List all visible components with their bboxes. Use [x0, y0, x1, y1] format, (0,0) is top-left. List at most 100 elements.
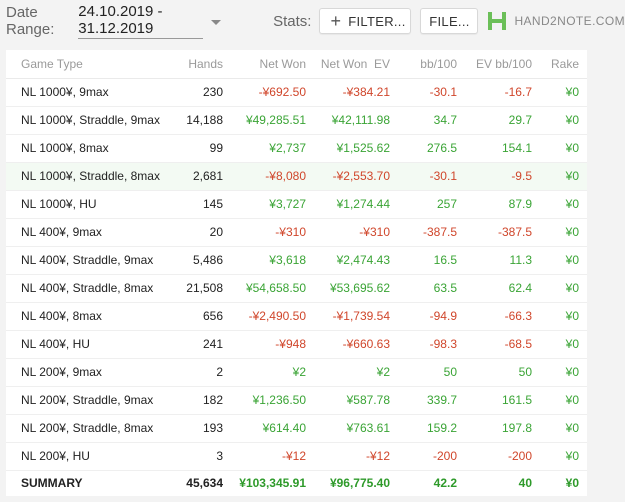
filter-button[interactable]: + FILTER... [319, 8, 412, 34]
cell-rake: ¥0 [540, 302, 587, 331]
cell-bb-100: 257 [398, 190, 465, 219]
cell-rake: ¥0 [540, 134, 587, 163]
column-header-ev-bb-100[interactable]: EV bb/100 [465, 50, 540, 79]
toolbar: Date Range: 24.10.2019 - 31.12.2019 Stat… [0, 0, 625, 42]
column-header-game-type[interactable]: Game Type [6, 50, 166, 79]
cell-net-won: ¥3,618 [231, 246, 314, 275]
stats-label: Stats: [273, 12, 312, 30]
cell-rake: ¥0 [540, 330, 587, 359]
cell-net-won-ev: ¥763.61 [314, 414, 398, 443]
cell-ev-bb-100: -16.7 [465, 78, 540, 107]
cell-ev-bb-100: -9.5 [465, 162, 540, 191]
cell-ev-bb-100: 161.5 [465, 386, 540, 415]
summary-row[interactable]: SUMMARY 45,634 ¥103,345.91 ¥96,775.40 42.2 40… [6, 470, 587, 496]
cell-net-won: -¥692.50 [231, 78, 314, 107]
cell-net-won: -¥310 [231, 218, 314, 247]
cell-rake: ¥0 [540, 106, 587, 135]
table-row[interactable]: NL 200¥, Straddle, 8max 193 ¥614.40 ¥763.61… [6, 414, 587, 443]
column-header-hands[interactable]: Hands [166, 50, 231, 79]
table-row[interactable]: NL 200¥, HU 3 -¥12 -¥12 -200 -200 ¥0 [6, 442, 587, 471]
cell-game-type: NL 200¥, 9max [6, 358, 166, 387]
cell-rake: ¥0 [540, 442, 587, 471]
cell-bb-100: 50 [398, 358, 465, 387]
cell-rake: ¥0 [540, 386, 587, 415]
cell-bb-100: -387.5 [398, 218, 465, 247]
cell-bb-100: 42.2 [433, 476, 457, 491]
stats-table-panel: Game Type Hands Net Won Net Won EV bb/10… [6, 50, 587, 496]
cell-net-won: ¥54,658.50 [231, 274, 314, 303]
cell-hands: 656 [166, 302, 231, 331]
table-row[interactable]: NL 400¥, Straddle, 9max 5,486 ¥3,618 ¥2,474… [6, 246, 587, 275]
cell-net-won-ev: ¥587.78 [314, 386, 398, 415]
cell-bb-100: 63.5 [398, 274, 465, 303]
cell-net-won: ¥614.40 [231, 414, 314, 443]
cell-net-won-ev: ¥1,525.62 [314, 134, 398, 163]
cell-ev-bb-100: 40 [518, 476, 532, 491]
cell-net-won-ev: -¥12 [314, 442, 398, 471]
cell-net-won: -¥2,490.50 [231, 302, 314, 331]
cell-rake: ¥0 [540, 78, 587, 107]
cell-game-type: NL 400¥, 9max [6, 218, 166, 247]
column-header-rake[interactable]: Rake [540, 50, 587, 79]
table-row[interactable]: NL 200¥, 9max 2 ¥2 ¥2 50 50 ¥0 [6, 358, 587, 387]
table-header-row: Game Type Hands Net Won Net Won EV bb/10… [6, 50, 587, 79]
date-range-picker[interactable]: 24.10.2019 - 31.12.2019 [78, 3, 204, 39]
cell-ev-bb-100: -68.5 [465, 330, 540, 359]
cell-game-type: NL 200¥, Straddle, 9max [6, 386, 166, 415]
table-row[interactable]: NL 400¥, 8max 656 -¥2,490.50 -¥1,739.54 -94.… [6, 302, 587, 331]
cell-bb-100: 339.7 [398, 386, 465, 415]
table-row[interactable]: NL 400¥, Straddle, 8max 21,508 ¥54,658.50 ¥… [6, 274, 587, 303]
cell-rake: ¥0 [540, 246, 587, 275]
cell-net-won-ev: -¥310 [314, 218, 398, 247]
table-row[interactable]: NL 400¥, HU 241 -¥948 -¥660.63 -98.3 -68.5 ¥0 [6, 330, 587, 359]
cell-hands: 241 [166, 330, 231, 359]
cell-bb-100: -200 [398, 442, 465, 471]
cell-net-won: -¥948 [231, 330, 314, 359]
cell-game-type: SUMMARY [21, 476, 83, 491]
column-header-bb-100[interactable]: bb/100 [398, 50, 465, 79]
table-row[interactable]: NL 200¥, Straddle, 9max 182 ¥1,236.50 ¥587.… [6, 386, 587, 415]
cell-net-won-ev: ¥42,111.98 [314, 106, 398, 135]
file-button[interactable]: FILE... [420, 8, 479, 34]
cell-game-type: NL 1000¥, 8max [6, 134, 166, 163]
cell-ev-bb-100: 197.8 [465, 414, 540, 443]
table-row[interactable]: NL 1000¥, 8max 99 ¥2,737 ¥1,525.62 276.5 154.… [6, 134, 587, 163]
cell-game-type: NL 200¥, HU [6, 442, 166, 471]
cell-hands: 14,188 [166, 106, 231, 135]
cell-net-won: -¥12 [231, 442, 314, 471]
date-range-label: Date Range: [6, 4, 55, 38]
cell-net-won-ev: -¥1,739.54 [314, 302, 398, 331]
cell-hands: 182 [166, 386, 231, 415]
cell-hands: 193 [166, 414, 231, 443]
table-row[interactable]: NL 1000¥, HU 145 ¥3,727 ¥1,274.44 257 87.9 ¥0 [6, 190, 587, 219]
table-row[interactable]: NL 400¥, 9max 20 -¥310 -¥310 -387.5 -387.5 ¥0 [6, 218, 587, 247]
cell-net-won: ¥49,285.51 [231, 106, 314, 135]
cell-ev-bb-100: 154.1 [465, 134, 540, 163]
cell-game-type: NL 400¥, HU [6, 330, 166, 359]
cell-ev-bb-100: 29.7 [465, 106, 540, 135]
cell-rake: ¥0 [540, 274, 587, 303]
cell-net-won-ev: ¥96,775.40 [329, 476, 390, 491]
cell-game-type: NL 1000¥, Straddle, 9max [6, 106, 166, 135]
cell-bb-100: -30.1 [398, 162, 465, 191]
cell-game-type: NL 400¥, Straddle, 8max [6, 274, 166, 303]
chevron-down-icon[interactable] [211, 19, 222, 25]
logo-text: HAND2NOTE.COM [514, 14, 625, 28]
table-row[interactable]: NL 1000¥, Straddle, 9max 14,188 ¥49,285.51… [6, 106, 587, 135]
hand2note-logo-icon [488, 12, 507, 30]
hand2note-logo: HAND2NOTE.COM [486, 10, 625, 32]
cell-rake: ¥0 [540, 358, 587, 387]
table-row[interactable]: NL 1000¥, Straddle, 8max 2,681 -¥8,080 -¥2,… [6, 162, 587, 191]
cell-hands: 21,508 [166, 274, 231, 303]
column-header-net-won[interactable]: Net Won [231, 50, 314, 79]
cell-bb-100: -94.9 [398, 302, 465, 331]
cell-rake: ¥0 [540, 190, 587, 219]
filter-button-label: FILTER... [348, 13, 406, 29]
file-button-label: FILE... [429, 13, 470, 29]
cell-net-won-ev: ¥53,695.62 [314, 274, 398, 303]
cell-game-type: NL 400¥, 8max [6, 302, 166, 331]
table-row[interactable]: NL 1000¥, 9max 230 -¥692.50 -¥384.21 -30.1 -1… [6, 78, 587, 107]
column-header-net-won-ev[interactable]: Net Won EV [314, 50, 398, 79]
cell-ev-bb-100: -66.3 [465, 302, 540, 331]
cell-net-won: ¥1,236.50 [231, 386, 314, 415]
